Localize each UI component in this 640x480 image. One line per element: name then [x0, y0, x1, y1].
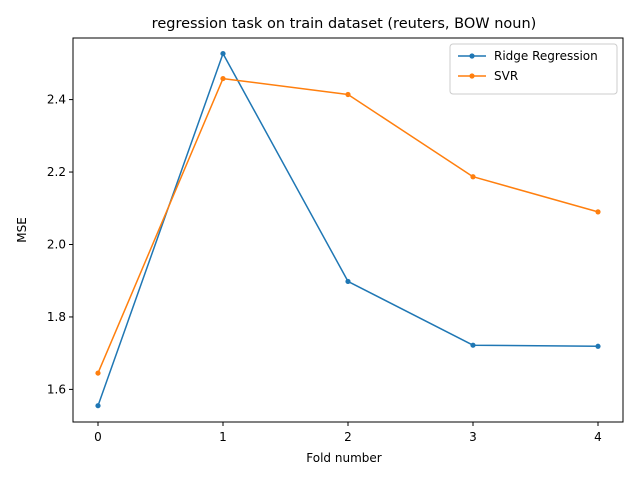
data-point: [220, 50, 226, 57]
data-point: [95, 370, 101, 376]
data-point: [220, 75, 226, 82]
legend-marker-1: [469, 73, 475, 79]
data-point: [95, 403, 101, 409]
x-axis-label: Fold number: [306, 451, 381, 465]
data-point: [595, 343, 601, 349]
legend-marker-0: [469, 53, 475, 59]
legend-box: [449, 43, 618, 95]
series-layer: [95, 50, 601, 409]
chart-title: regression task on train dataset (reuter…: [152, 16, 537, 32]
y-tick-label: 1.8: [47, 310, 66, 324]
y-tick-label: 2.2: [47, 165, 66, 179]
data-point: [595, 209, 601, 215]
y-tick-label: 2.0: [47, 237, 66, 251]
legend-label-1: SVR: [494, 69, 518, 83]
legend: Ridge Regression SVR: [449, 43, 618, 95]
legend-label-0: Ridge Regression: [494, 49, 598, 63]
plot-area: 0 1 2 3 4 1.6 1.8 2.0 2.2 2.4: [47, 37, 624, 444]
y-tick-label: 1.6: [47, 382, 66, 396]
data-point: [470, 342, 476, 348]
data-point: [470, 174, 476, 180]
x-tick-label: 1: [219, 430, 227, 444]
legend-items: Ridge Regression SVR: [458, 49, 598, 83]
x-tick-label: 2: [344, 430, 352, 444]
x-tick-label: 4: [594, 430, 602, 444]
y-axis-label: MSE: [15, 217, 29, 243]
y-ticks: 1.6 1.8 2.0 2.2 2.4: [47, 93, 73, 396]
data-point: [345, 278, 351, 285]
data-point: [345, 91, 351, 98]
x-tick-label: 3: [469, 430, 477, 444]
x-tick-label: 0: [94, 430, 102, 444]
x-ticks: 0 1 2 3 4: [94, 422, 602, 444]
y-tick-label: 2.4: [47, 93, 66, 107]
